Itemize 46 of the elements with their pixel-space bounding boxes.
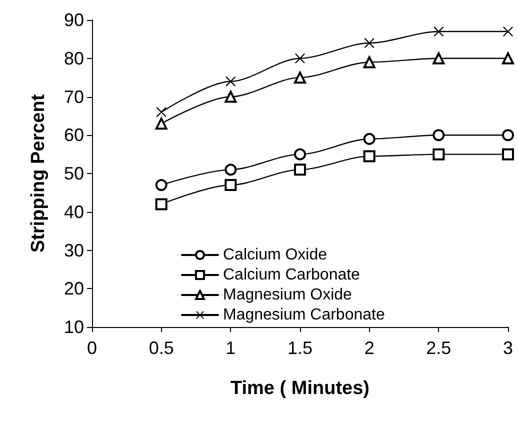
point [155, 118, 168, 130]
point [224, 179, 237, 192]
point [294, 72, 306, 84]
y-tick-label: 70 [64, 86, 84, 107]
y-tick-label: 60 [64, 125, 84, 146]
point [502, 148, 514, 160]
point [363, 150, 376, 162]
x-tick-label: 1.5 [287, 338, 313, 358]
x-tick-label: 3 [502, 338, 514, 358]
point [224, 164, 237, 176]
x-tick-label: 0.5 [148, 338, 174, 358]
y-tick-label: 90 [64, 10, 84, 30]
point [434, 26, 444, 37]
x-axis-title: Time ( Minutes) [230, 378, 370, 399]
point [364, 38, 374, 48]
legend-label: Magnesium Oxide [223, 286, 352, 304]
y-tick-label: 80 [64, 48, 84, 68]
point [363, 132, 376, 145]
point [503, 26, 513, 37]
point [224, 90, 237, 103]
point [294, 148, 306, 160]
point [295, 53, 305, 64]
x-tick-label: 2 [364, 338, 374, 358]
y-tick-label: 30 [64, 240, 84, 260]
point [155, 179, 168, 192]
point [502, 129, 514, 142]
legend-label: Calcium Carbonate [223, 266, 360, 284]
point [432, 148, 445, 160]
y-tick-label: 10 [64, 317, 84, 337]
y-tick-label: 20 [64, 278, 84, 299]
point [226, 76, 236, 86]
point [432, 129, 445, 142]
point [502, 52, 514, 64]
point [156, 107, 166, 118]
y-axis-title: Stripping Percent [28, 94, 49, 253]
x-tick-label: 0 [86, 338, 98, 358]
y-tick-label: 50 [64, 164, 84, 184]
legend-label: Magnesium Carbonate [223, 306, 385, 324]
y-tick-label: 40 [64, 202, 84, 222]
point [155, 198, 168, 210]
point [294, 164, 306, 176]
x-tick-label: 1 [226, 338, 236, 358]
legend-label: Calcium Oxide [223, 246, 328, 264]
point [363, 56, 376, 68]
x-tick-label: 2.5 [426, 338, 452, 358]
point [432, 52, 445, 64]
